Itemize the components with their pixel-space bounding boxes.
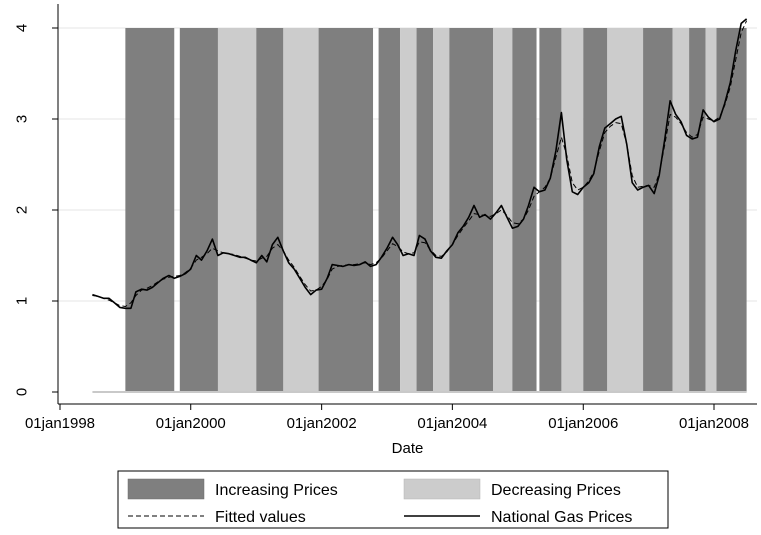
band-increasing — [583, 28, 608, 392]
band-decreasing — [283, 28, 319, 392]
band-decreasing — [607, 28, 644, 392]
series-line-actual — [92, 18, 748, 310]
band-decreasing — [561, 28, 584, 392]
band-decreasing — [433, 28, 450, 392]
band-increasing — [689, 28, 706, 392]
legend-label-increasing: Increasing Prices — [215, 482, 338, 499]
band-decreasing — [217, 28, 257, 392]
band-decreasing — [400, 28, 417, 392]
x-axis-ticks: 01jan1998 01jan2000 01jan2002 01jan2004 01ja… — [25, 404, 749, 432]
legend-swatch-increasing — [127, 478, 205, 500]
band-increasing — [416, 28, 434, 392]
legend-label-decreasing: Decreasing Prices — [491, 482, 621, 499]
x-tick-label: 01jan2006 — [548, 415, 618, 432]
band-increasing — [512, 28, 537, 392]
y-tick-label: 3 — [14, 115, 31, 123]
x-tick-label: 01jan2000 — [156, 415, 226, 432]
band-decreasing — [705, 28, 717, 392]
x-tick-label: 01jan2002 — [287, 415, 357, 432]
legend-swatch-decreasing — [403, 478, 481, 500]
band-increasing — [716, 28, 747, 392]
legend: Increasing Prices Decreasing Prices Fitt… — [117, 470, 669, 529]
x-axis-title: Date — [392, 440, 424, 457]
series-lines — [92, 18, 748, 310]
band-increasing — [318, 28, 374, 392]
band-increasing — [539, 28, 562, 392]
band-increasing — [643, 28, 673, 392]
legend-label-actual: National Gas Prices — [491, 509, 632, 526]
band-increasing — [179, 28, 218, 392]
band-decreasing — [672, 28, 690, 392]
legend-frame — [117, 470, 669, 529]
y-tick-label: 2 — [14, 206, 31, 214]
series-line-fitted — [92, 20, 748, 307]
y-tick-label: 0 — [14, 388, 31, 396]
band-increasing — [125, 28, 175, 392]
band-increasing — [378, 28, 401, 392]
price-bands — [125, 28, 747, 392]
y-axis-ticks: 0 1 2 3 4 — [14, 24, 58, 396]
y-tick-label: 1 — [14, 297, 31, 305]
band-increasing — [256, 28, 284, 392]
legend-label-fitted: Fitted values — [215, 509, 306, 526]
x-tick-label: 01jan1998 — [25, 415, 95, 432]
y-tick-label: 4 — [14, 24, 31, 32]
x-tick-label: 01jan2008 — [679, 415, 749, 432]
axes — [57, 4, 757, 405]
x-tick-label: 01jan2004 — [417, 415, 487, 432]
